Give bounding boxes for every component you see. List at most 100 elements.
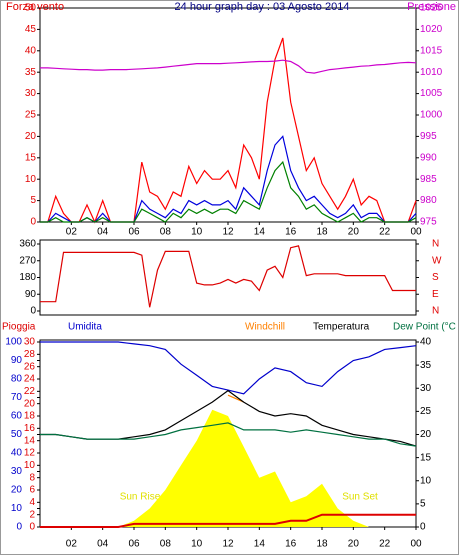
x-tick-label: 16 bbox=[285, 539, 297, 550]
x-tick-label: 18 bbox=[316, 227, 328, 238]
x-tick-label: 22 bbox=[379, 539, 391, 550]
x-tick-label: 06 bbox=[128, 227, 140, 238]
y-tick-label: 0 bbox=[30, 217, 36, 228]
legend-entry: Windchill bbox=[245, 322, 285, 333]
annotation: Sun Rise bbox=[120, 492, 161, 503]
y2-tick-label: 10 bbox=[420, 475, 432, 486]
x-tick-label: 14 bbox=[254, 227, 266, 238]
y-tick-label: 20 bbox=[25, 131, 37, 142]
y-tick-label: 30 bbox=[24, 337, 36, 348]
y-tick-label: 45 bbox=[25, 24, 37, 35]
y-tick-label: 10 bbox=[24, 460, 36, 471]
legend-entry: Temperatura bbox=[313, 322, 370, 333]
legend-entry: Dew Point (°C bbox=[393, 322, 456, 333]
y-tick-label: 90 bbox=[25, 289, 37, 300]
y-tick-label: 6 bbox=[29, 485, 35, 496]
x-tick-label: 04 bbox=[97, 227, 109, 238]
line bbox=[40, 37, 417, 224]
x-tick-label: 08 bbox=[160, 539, 172, 550]
x-tick-label: 12 bbox=[222, 539, 234, 550]
y3-tick-label: 0 bbox=[16, 522, 22, 533]
y-axis-label: Forza vento bbox=[6, 1, 64, 13]
line bbox=[40, 245, 416, 308]
y-tick-label: 22 bbox=[24, 386, 36, 397]
y-tick-label: 0 bbox=[30, 306, 36, 317]
y3-tick-label: 70 bbox=[11, 392, 23, 403]
chart-title: 24 hour graph day : 03 Agosto 2014 bbox=[175, 1, 350, 13]
legend-entry: Umidita bbox=[68, 322, 102, 333]
legend-entry: Pioggia bbox=[2, 322, 36, 333]
y-tick-label: 35 bbox=[25, 67, 37, 78]
y-tick-label: 5 bbox=[30, 195, 36, 206]
y2-tick-label: S bbox=[432, 272, 439, 283]
y3-tick-label: 10 bbox=[11, 503, 23, 514]
y2-tick-label: 35 bbox=[420, 360, 432, 371]
y2-tick-label: 985 bbox=[420, 174, 437, 185]
x-tick-label: 10 bbox=[191, 227, 203, 238]
y2-tick-label: 1010 bbox=[420, 67, 443, 78]
y-tick-label: 50 bbox=[25, 3, 37, 14]
y2-tick-label: 990 bbox=[420, 152, 437, 163]
y2-tick-label: 15 bbox=[420, 452, 432, 463]
x-tick-label: 20 bbox=[348, 227, 360, 238]
x-tick-label: 10 bbox=[191, 539, 203, 550]
y2-tick-label: 1015 bbox=[420, 45, 443, 56]
y2-tick-label: E bbox=[432, 289, 439, 300]
y3-tick-label: 90 bbox=[11, 355, 23, 366]
y-tick-label: 16 bbox=[24, 423, 36, 434]
line bbox=[40, 135, 417, 223]
x-tick-label: 22 bbox=[379, 227, 391, 238]
area bbox=[40, 409, 416, 527]
y2-tick-label: 1000 bbox=[420, 110, 443, 121]
y2-tick-label: 1005 bbox=[420, 88, 443, 99]
y2-tick-label: 1020 bbox=[420, 24, 443, 35]
x-tick-label: 04 bbox=[97, 539, 109, 550]
y-tick-label: 25 bbox=[25, 110, 37, 121]
y3-tick-label: 80 bbox=[11, 374, 23, 385]
x-tick-label: 02 bbox=[66, 539, 78, 550]
y-tick-label: 0 bbox=[29, 522, 35, 533]
y2-tick-label: N bbox=[432, 306, 439, 317]
y2-tick-label: 30 bbox=[420, 383, 432, 394]
x-tick-label: 06 bbox=[128, 539, 140, 550]
y2-tick-label: 20 bbox=[420, 429, 432, 440]
y2-tick-label: 25 bbox=[420, 406, 432, 417]
y3-tick-label: 20 bbox=[11, 485, 23, 496]
y-tick-label: 15 bbox=[25, 152, 37, 163]
line bbox=[227, 394, 244, 403]
x-tick-label: 12 bbox=[222, 227, 234, 238]
y-tick-label: 180 bbox=[19, 272, 36, 283]
y3-tick-label: 60 bbox=[11, 411, 23, 422]
y-tick-label: 18 bbox=[24, 411, 36, 422]
x-tick-label: 14 bbox=[254, 539, 266, 550]
y3-tick-label: 40 bbox=[11, 448, 23, 459]
y3-tick-label: 100 bbox=[5, 337, 22, 348]
x-tick-label: 16 bbox=[285, 227, 297, 238]
x-tick-label: 18 bbox=[316, 539, 328, 550]
y3-tick-label: 50 bbox=[11, 429, 23, 440]
x-tick-label: 00 bbox=[410, 227, 422, 238]
y2-tick-label: 995 bbox=[420, 131, 437, 142]
y2-tick-label: N bbox=[432, 239, 439, 250]
y-tick-label: 270 bbox=[19, 255, 36, 266]
y-tick-label: 12 bbox=[24, 448, 36, 459]
y-tick-label: 4 bbox=[29, 497, 35, 508]
y-tick-label: 10 bbox=[25, 174, 37, 185]
y-tick-label: 20 bbox=[24, 398, 36, 409]
line bbox=[40, 513, 416, 528]
y2-axis-label: Pressione bbox=[407, 1, 456, 13]
y2-tick-label: 975 bbox=[420, 217, 437, 228]
y3-tick-label: 30 bbox=[11, 466, 23, 477]
annotation: Sun Set bbox=[342, 492, 378, 503]
y2-tick-label: 0 bbox=[420, 522, 426, 533]
y-tick-label: 2 bbox=[29, 509, 35, 520]
y-tick-label: 28 bbox=[24, 349, 36, 360]
x-tick-label: 00 bbox=[410, 539, 422, 550]
y2-tick-label: 980 bbox=[420, 195, 437, 206]
x-tick-label: 08 bbox=[160, 227, 172, 238]
y2-tick-label: 5 bbox=[420, 499, 426, 510]
y2-tick-label: 1025 bbox=[420, 3, 443, 14]
y2-tick-label: W bbox=[432, 255, 442, 266]
x-tick-label: 02 bbox=[66, 227, 78, 238]
